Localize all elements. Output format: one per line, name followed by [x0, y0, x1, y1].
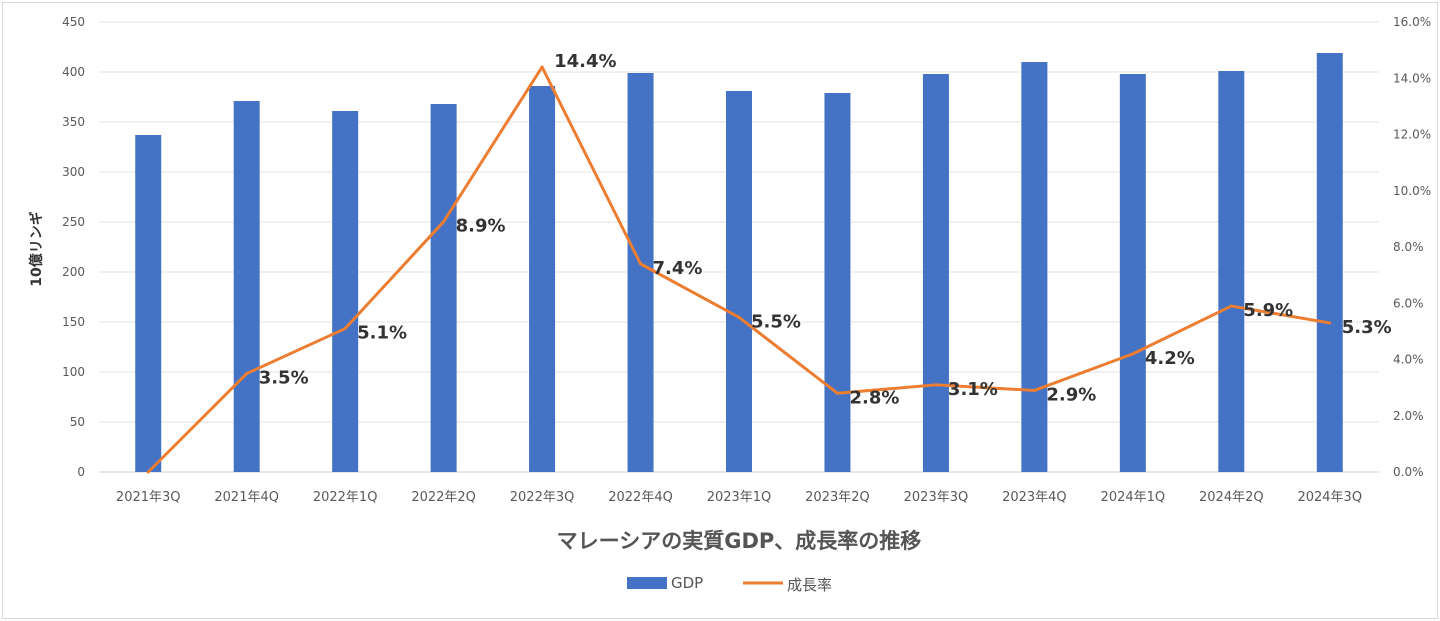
y2-tick-label: 12.0%	[1393, 128, 1431, 142]
y2-tick-label: 10.0%	[1393, 184, 1431, 198]
legend-label-gdp: GDP	[671, 574, 703, 592]
x-tick-label: 2022年2Q	[411, 490, 476, 505]
gdp-bar	[726, 91, 752, 472]
growth-data-label: 3.5%	[259, 368, 309, 389]
y-tick-label: 400	[62, 65, 85, 79]
y-axis-title: 10億リンギ	[28, 211, 45, 286]
y-tick-label: 150	[62, 315, 85, 329]
x-tick-label: 2022年1Q	[313, 490, 378, 505]
gdp-bar	[430, 104, 457, 472]
growth-point	[343, 327, 347, 331]
growth-point	[1032, 388, 1036, 392]
gdp-bar	[332, 111, 359, 472]
gdp-bar	[1316, 53, 1343, 472]
y2-tick-label: 16.0%	[1393, 15, 1431, 29]
bars	[135, 53, 1343, 472]
y2-tick-label: 4.0%	[1393, 353, 1424, 367]
y2-tick-label: 14.0%	[1393, 71, 1431, 85]
gdp-bar	[1021, 62, 1048, 472]
x-tick-label: 2021年3Q	[116, 490, 181, 505]
y2-tick-label: 0.0%	[1393, 465, 1424, 479]
growth-data-label: 5.3%	[1342, 317, 1392, 338]
growth-point	[835, 391, 839, 395]
growth-point	[540, 65, 544, 69]
y-tick-label: 50	[70, 415, 85, 429]
growth-point	[639, 262, 643, 266]
y-tick-label: 450	[62, 15, 85, 29]
growth-data-label: 5.1%	[357, 323, 407, 344]
gdp-bar	[1218, 71, 1245, 472]
growth-data-label: 3.1%	[948, 379, 998, 400]
y-tick-label: 250	[62, 215, 85, 229]
gdp-bar	[135, 135, 162, 472]
y-tick-label: 0	[77, 465, 85, 479]
growth-point	[245, 372, 249, 376]
x-tick-label: 2024年1Q	[1101, 490, 1166, 505]
gdp-bar	[922, 74, 949, 472]
growth-point	[737, 315, 741, 319]
x-tick-label: 2023年2Q	[805, 490, 870, 505]
growth-data-label: 7.4%	[653, 258, 703, 279]
gdp-bar	[1119, 74, 1146, 472]
y-tick-label: 100	[62, 365, 85, 379]
gdp-bar	[529, 86, 556, 472]
growth-point	[442, 220, 446, 224]
x-tick-label: 2024年3Q	[1297, 490, 1362, 505]
x-tick-label: 2024年2Q	[1199, 490, 1264, 505]
growth-data-label: 4.2%	[1145, 348, 1195, 369]
x-tick-label: 2022年3Q	[510, 490, 575, 505]
gdp-bar	[233, 101, 260, 472]
growth-data-label: 5.5%	[751, 311, 801, 332]
growth-data-label: 14.4%	[554, 51, 616, 72]
combo-chart: 0 50 100 150 200 250 300 350 400 450 0.0% 2.0% 4.0%…	[28, 15, 1431, 594]
growth-line	[146, 65, 1332, 474]
x-tick-label: 2023年4Q	[1002, 490, 1067, 505]
y2-tick-label: 6.0%	[1393, 296, 1424, 310]
y-axis-right-ticks: 0.0% 2.0% 4.0% 6.0% 8.0% 10.0% 12.0% 14.0% 16.0%	[1393, 15, 1431, 479]
y-tick-label: 350	[62, 115, 85, 129]
x-axis-ticks: 2021年3Q 2021年4Q 2022年1Q 2022年2Q 2022年3Q 2022年…	[116, 490, 1362, 505]
y-tick-label: 200	[62, 265, 85, 279]
growth-point	[1229, 304, 1233, 308]
legend-swatch-gdp	[627, 577, 667, 589]
growth-data-label: 2.9%	[1046, 384, 1096, 405]
data-labels: 3.5% 5.1% 8.9% 14.4% 7.4% 5.5% 2.8% 3.1% 2.9% 4.2…	[259, 51, 1392, 408]
y2-tick-label: 2.0%	[1393, 409, 1424, 423]
x-tick-label: 2022年4Q	[608, 490, 673, 505]
gdp-bar	[627, 73, 654, 472]
legend-label-growth: 成長率	[787, 576, 832, 594]
growth-data-label: 8.9%	[456, 216, 506, 237]
chart-title: マレーシアの実質GDP、成長率の推移	[557, 529, 922, 553]
growth-point	[1328, 321, 1332, 325]
legend: GDP 成長率	[627, 574, 832, 594]
growth-point	[1131, 352, 1135, 356]
growth-data-label: 5.9%	[1243, 300, 1293, 321]
y2-tick-label: 8.0%	[1393, 240, 1424, 254]
growth-point	[146, 470, 150, 474]
x-tick-label: 2021年4Q	[214, 490, 279, 505]
y-axis-left-ticks: 0 50 100 150 200 250 300 350 400 450	[62, 15, 85, 479]
growth-point	[934, 383, 938, 387]
growth-data-label: 2.8%	[849, 387, 899, 408]
x-tick-label: 2023年1Q	[707, 490, 772, 505]
x-tick-label: 2023年3Q	[904, 490, 969, 505]
y-tick-label: 300	[62, 165, 85, 179]
gdp-bar	[824, 93, 851, 472]
